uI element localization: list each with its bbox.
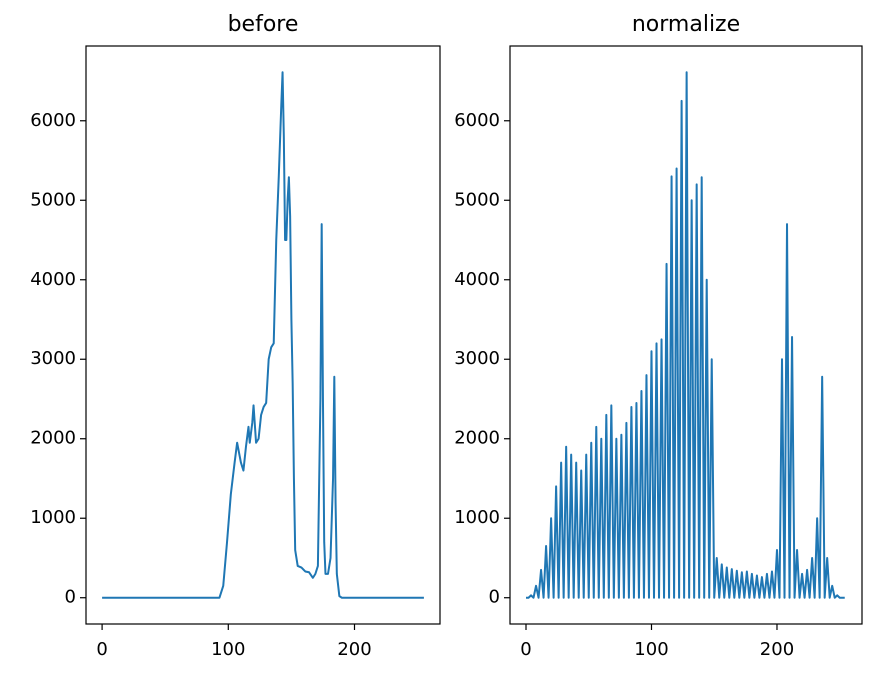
y-tick-label: 5000	[30, 189, 76, 210]
y-tick-label: 4000	[30, 269, 76, 290]
x-tick-label: 200	[760, 639, 794, 660]
y-tick-label: 0	[489, 587, 500, 608]
x-tick-label: 0	[96, 639, 107, 660]
data-line	[102, 71, 424, 599]
y-tick-label: 6000	[454, 110, 500, 131]
y-tick-label: 4000	[454, 269, 500, 290]
y-tick-label: 3000	[30, 348, 76, 369]
axes-frame	[509, 45, 863, 625]
y-tick-label: 1000	[454, 507, 500, 528]
x-tick-label: 0	[520, 639, 531, 660]
axes-frame	[85, 45, 441, 625]
y-tick-label: 2000	[454, 428, 500, 449]
y-tick-label: 2000	[30, 428, 76, 449]
y-tick-label: 0	[65, 587, 76, 608]
y-tick-label: 1000	[30, 507, 76, 528]
y-tick-label: 5000	[454, 189, 500, 210]
y-tick-label: 6000	[30, 110, 76, 131]
x-tick-label: 100	[211, 639, 245, 660]
data-line	[526, 71, 845, 599]
x-tick-label: 100	[634, 639, 668, 660]
y-tick-label: 3000	[454, 348, 500, 369]
subplot-title: normalize	[632, 12, 740, 37]
subplot-title: before	[228, 12, 299, 37]
x-tick-label: 200	[337, 639, 371, 660]
